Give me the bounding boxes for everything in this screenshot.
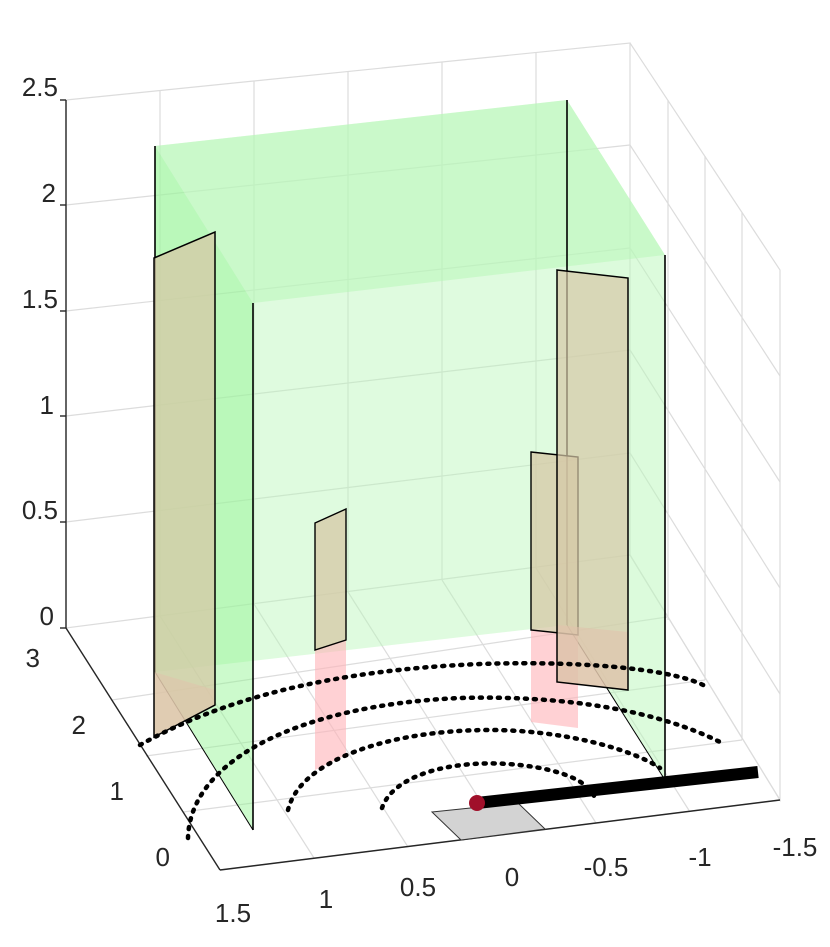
z-tick-label: 2 xyxy=(42,178,56,208)
z-tick-label: 2.5 xyxy=(22,72,58,102)
x-tick-label: -1.5 xyxy=(773,832,818,862)
z-tick-label: 0 xyxy=(40,601,54,631)
obstacle-panel xyxy=(314,507,347,651)
x-tick-label: 1.5 xyxy=(215,898,251,928)
workspace-arc xyxy=(137,660,708,748)
obstacle-shadow xyxy=(315,640,346,770)
base-plate xyxy=(430,802,547,841)
workspace-arc xyxy=(285,727,663,813)
x-tick-label: 0 xyxy=(505,862,519,892)
tick-marks xyxy=(60,99,66,629)
z-tick-label: 1 xyxy=(40,390,54,420)
obstacle-panel xyxy=(556,269,629,691)
obstacles xyxy=(153,230,629,770)
y-tick-label: 3 xyxy=(26,643,40,673)
z-tick-label: 1.5 xyxy=(22,284,58,314)
x-tick-label: -0.5 xyxy=(584,852,629,882)
workspace-arcs xyxy=(137,660,723,841)
z-tick-labels: 2.5 2 1.5 1 0.5 0 xyxy=(22,72,58,631)
y-tick-label: 2 xyxy=(72,710,86,740)
obstacle-panel xyxy=(153,230,216,739)
bounding-volume xyxy=(154,100,666,831)
x-tick-label: 0.5 xyxy=(400,872,436,902)
robot-link xyxy=(476,766,759,809)
volume-top-face xyxy=(155,100,665,303)
y-tick-label: 1 xyxy=(110,776,124,806)
y-tick-label: 0 xyxy=(156,842,170,872)
volume-back-face xyxy=(155,100,567,672)
x-tick-labels: 1.5 1 0.5 0 -0.5 -1 -1.5 xyxy=(215,832,817,928)
workspace-arc xyxy=(185,695,723,841)
x-tick-label: -1 xyxy=(688,842,711,872)
x-tick-label: 1 xyxy=(319,884,333,914)
z-tick-label: 0.5 xyxy=(22,495,58,525)
y-tick-labels: 3 2 1 0 xyxy=(26,643,170,872)
robot-joint xyxy=(469,795,485,811)
